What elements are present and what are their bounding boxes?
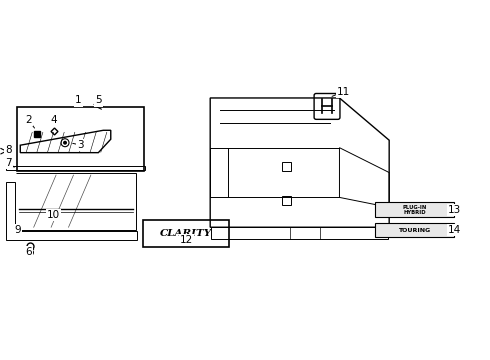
Text: 10: 10 <box>47 210 60 220</box>
Text: 3: 3 <box>77 140 84 150</box>
Bar <box>282 196 291 205</box>
Text: 8: 8 <box>5 145 12 155</box>
Text: CLARITY: CLARITY <box>160 229 212 238</box>
Bar <box>282 162 291 171</box>
Text: PLUG-IN
HYBRID: PLUG-IN HYBRID <box>402 204 427 215</box>
Text: 1: 1 <box>75 95 82 105</box>
Text: 4: 4 <box>50 115 57 125</box>
Text: 6: 6 <box>25 247 32 257</box>
Text: 12: 12 <box>180 235 193 245</box>
Bar <box>375 223 454 237</box>
Circle shape <box>63 141 67 145</box>
Text: 5: 5 <box>95 95 101 105</box>
Text: 13: 13 <box>448 205 462 215</box>
Text: 11: 11 <box>337 86 350 96</box>
Bar <box>17 107 144 171</box>
Bar <box>375 202 454 217</box>
Text: 7: 7 <box>5 158 12 168</box>
Text: 9: 9 <box>14 225 21 235</box>
Bar <box>143 220 229 247</box>
Text: 2: 2 <box>25 115 32 125</box>
Text: TOURING: TOURING <box>398 228 431 233</box>
Text: 14: 14 <box>448 225 462 235</box>
